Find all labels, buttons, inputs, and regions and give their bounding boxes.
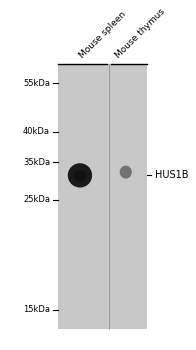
Text: 25kDa: 25kDa: [23, 195, 50, 204]
Text: Mouse thymus: Mouse thymus: [114, 7, 167, 61]
Ellipse shape: [68, 163, 92, 188]
Text: HUS1B: HUS1B: [155, 170, 188, 180]
Text: 35kDa: 35kDa: [23, 158, 50, 167]
Ellipse shape: [120, 166, 132, 178]
Text: 40kDa: 40kDa: [23, 127, 50, 136]
Text: 55kDa: 55kDa: [23, 78, 50, 88]
Ellipse shape: [73, 170, 87, 181]
Text: Mouse spleen: Mouse spleen: [78, 10, 128, 61]
Bar: [57, 64, 147, 329]
Text: 15kDa: 15kDa: [23, 305, 50, 314]
